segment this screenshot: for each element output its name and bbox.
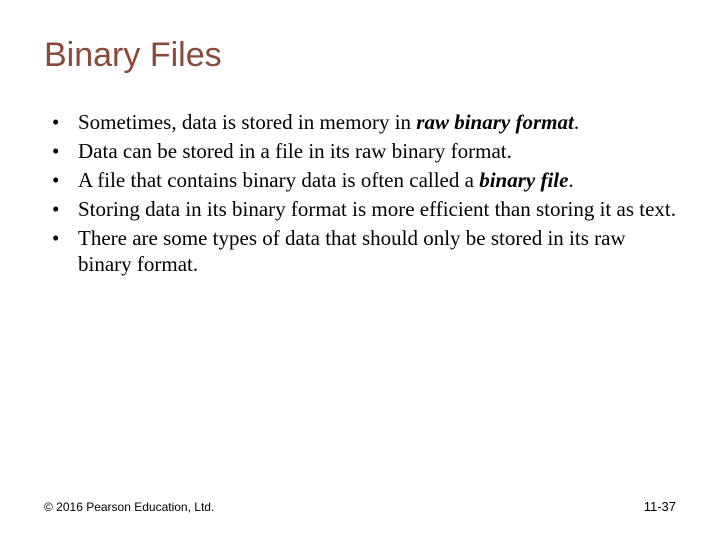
list-item: There are some types of data that should…: [50, 225, 676, 279]
page-number: 11-37: [644, 499, 676, 514]
slide-title: Binary Files: [44, 36, 676, 75]
bullet-list: Sometimes, data is stored in memory in r…: [44, 109, 676, 278]
list-item: Storing data in its binary format is mor…: [50, 196, 676, 223]
list-item: Sometimes, data is stored in memory in r…: [50, 109, 676, 136]
copyright-text: © 2016 Pearson Education, Ltd.: [44, 500, 214, 514]
list-item: Data can be stored in a file in its raw …: [50, 138, 676, 165]
list-item: A file that contains binary data is ofte…: [50, 167, 676, 194]
